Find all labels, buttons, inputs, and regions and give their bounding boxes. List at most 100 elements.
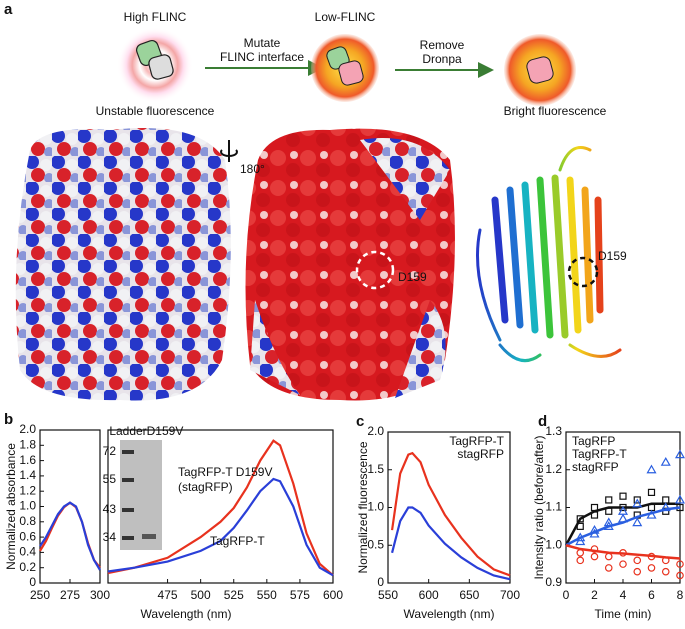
point [646,464,657,474]
x-tick-label: 275 [60,588,80,602]
point [674,449,685,459]
x-tick-label: 475 [158,588,178,602]
fit-line [565,506,681,547]
y-tick-label: 1.1 [545,500,562,514]
point [576,556,585,565]
caption: Bright fluorescence [504,104,607,118]
rotate-icon [220,140,238,162]
x-tick-label: 2 [591,588,598,602]
y-tick-label: 2.0 [19,422,36,436]
ribbon-structure [476,146,622,363]
x-tick-label: 6 [648,588,655,602]
y-tick-label: 1.0 [545,537,562,551]
point [617,506,629,515]
x-axis-label: Time (min) [595,607,652,621]
legend-entry: TagRFP [572,434,615,448]
marker-label: 43 [103,502,117,516]
y-tick-label: 0.8 [19,514,36,528]
point [676,560,684,568]
point [575,536,586,546]
legend-entry: TagRFP-T [572,447,627,461]
series-label: TagRFP-T [210,534,265,548]
x-tick-label: 550 [257,588,277,602]
point [604,552,613,561]
gel-band [122,508,134,512]
y-tick-label: 0 [377,575,384,589]
point [662,496,670,504]
y-tick-label: 1.0 [367,500,384,514]
x-tick-label: 0 [563,588,570,602]
axes-frame [107,429,334,584]
x-axis-label: Wavelength (nm) [141,607,232,621]
point [674,494,685,504]
x-tick-label: 4 [620,588,627,602]
gel-band [122,536,134,540]
y-tick-label: 1.0 [19,499,36,513]
y-axis-label: Intensity ratio (before/after) [532,435,546,579]
line [107,439,334,577]
y-tick-label: 0.2 [19,560,36,574]
y-tick-label: 0 [29,575,36,589]
x-tick-label: 600 [419,588,439,602]
point [619,560,627,568]
point [660,456,671,466]
point [633,556,642,565]
site-label: D159 [598,249,627,263]
point [632,498,643,508]
y-tick-label: 1.4 [19,468,36,482]
rotation-label: 180° [240,162,265,176]
step-label: Dronpa [422,52,462,66]
panel-label: b [4,411,13,428]
panel-label: d [538,413,547,430]
panel-label: a [4,1,13,18]
line [107,477,334,577]
cylinder [526,56,554,84]
series-label: TagRFP-T D159V [178,465,272,479]
site-circle [355,250,395,290]
step-label: Mutate [244,36,281,50]
point [633,567,642,576]
state-label: High FLINC [124,10,187,24]
x-tick-label: 250 [30,588,50,602]
x-tick-label: 700 [500,588,520,602]
point [633,496,641,504]
step-label: Remove [420,38,465,52]
marker-label: 55 [103,472,117,486]
y-tick-label: 1.3 [545,424,562,438]
protein-surface [250,138,450,398]
protein-surface [15,128,231,401]
y-tick-label: 0.5 [367,537,384,551]
y-tick-label: 1.5 [367,462,384,476]
site-circle [567,256,599,288]
x-tick-label: 575 [290,588,310,602]
y-tick-label: 0.4 [19,545,36,559]
annotation: (stagRFP) [178,480,233,494]
marker-label: 34 [103,530,117,544]
site-label: D159 [398,270,427,284]
axes-frame [39,429,101,584]
point [676,571,684,580]
gel [120,440,162,550]
x-tick-label: 600 [323,588,343,602]
gel-band [142,534,156,539]
y-tick-label: 0.9 [545,575,562,589]
x-tick-label: 300 [90,588,110,602]
caption: Unstable fluorescence [96,104,215,118]
gel-band [122,478,134,482]
lane-label: Ladder [109,424,146,438]
point [590,545,599,553]
y-tick-label: 2.0 [367,424,384,438]
point [619,492,627,500]
point [590,552,599,561]
legend-entry: stagRFP [457,447,504,461]
gel-band [122,450,134,454]
line [39,501,101,571]
panel-label: c [356,413,364,430]
y-axis-label: Normalized absorbance [4,443,18,570]
legend-entry: TagRFP-T [449,434,504,448]
y-axis-label: Normalized fluorescence [356,441,370,573]
lane-label: D159V [147,424,184,438]
x-tick-label: 8 [677,588,684,602]
x-tick-label: 500 [191,588,211,602]
